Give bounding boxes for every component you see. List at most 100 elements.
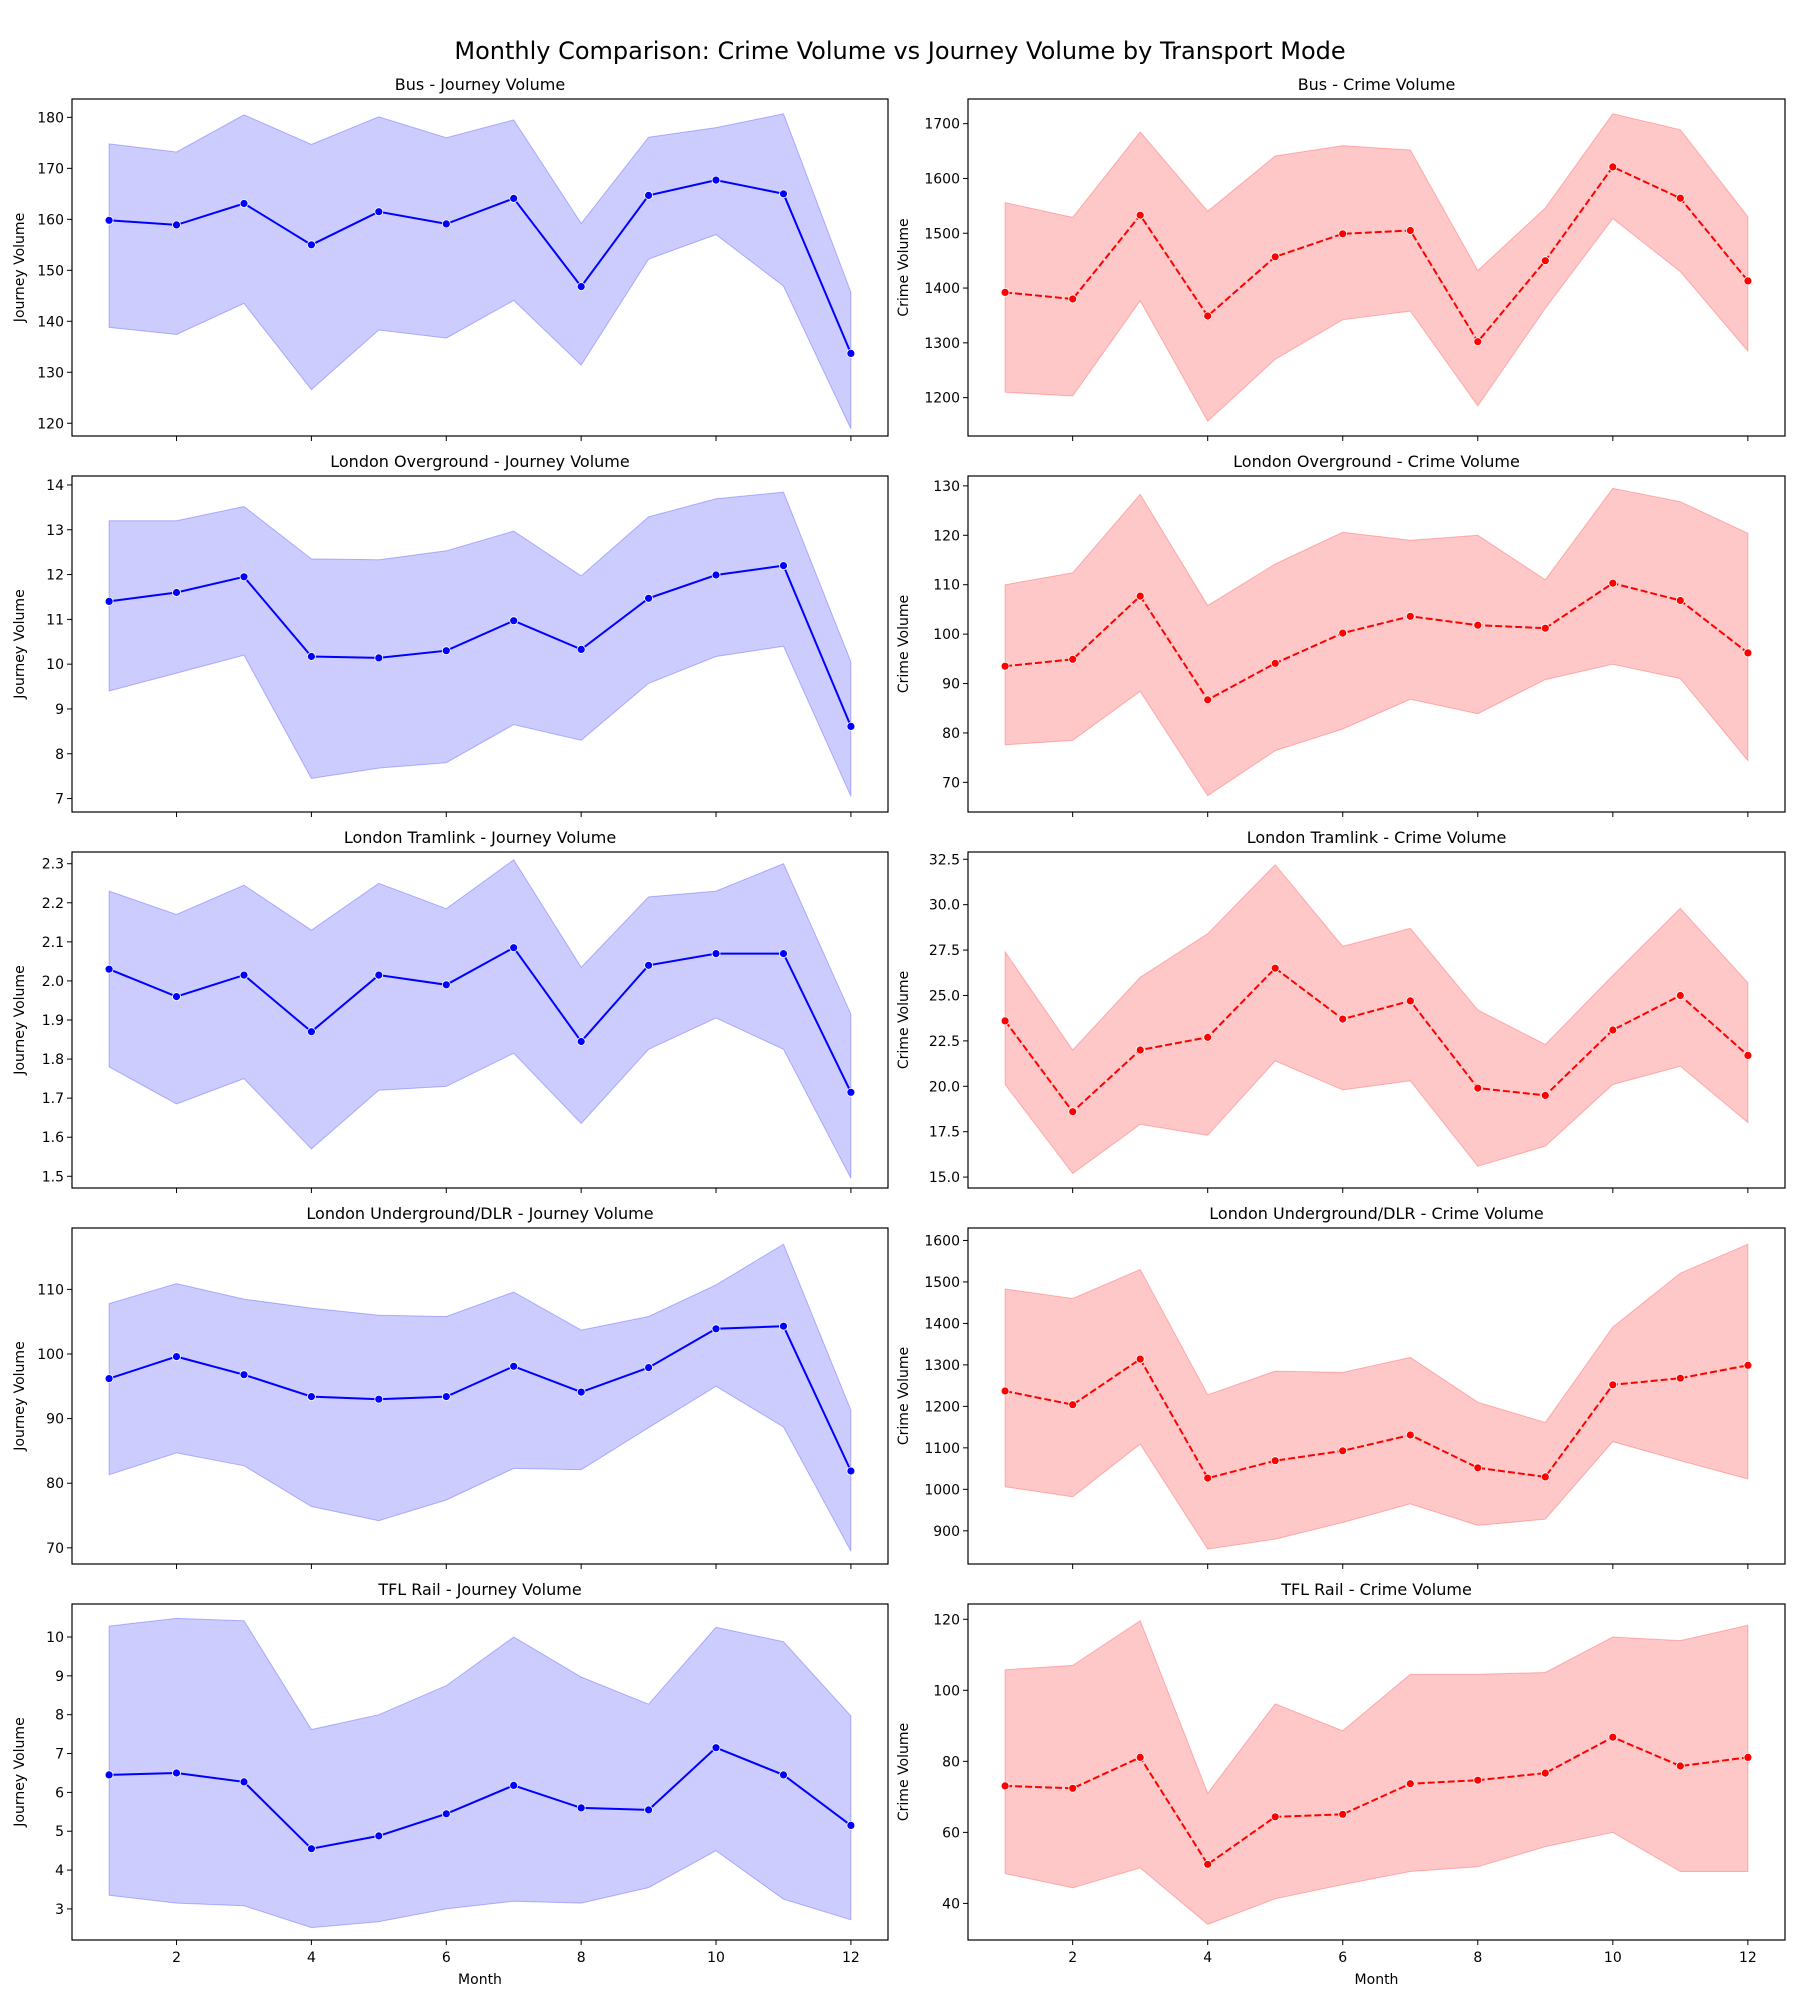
- data-point: [1743, 1753, 1753, 1762]
- data-point: [509, 943, 519, 953]
- y-axis-label: Journey Volume: [12, 1717, 28, 1827]
- data-point: [1608, 1732, 1618, 1742]
- x-tick-label: 8: [1473, 1950, 1482, 1966]
- y-axis-label: Crime Volume: [896, 1347, 912, 1445]
- y-tick-label: 160: [37, 212, 64, 228]
- y-tick-label: 60: [942, 1825, 960, 1841]
- panel-title: London Overground - Journey Volume: [330, 452, 629, 471]
- y-tick-label: 1400: [924, 281, 960, 297]
- data-point: [441, 646, 451, 656]
- data-point: [779, 561, 788, 570]
- data-point: [1135, 1753, 1145, 1762]
- y-tick-label: 10: [46, 1630, 64, 1646]
- data-point: [1135, 1354, 1145, 1364]
- y-tick-label: 1400: [924, 1316, 960, 1332]
- data-point: [104, 1374, 114, 1383]
- x-tick-label: 4: [307, 1950, 316, 1966]
- panel-journey-3: 70 80 90 100 110 London Underground/DLR - Jou…: [12, 1204, 889, 1569]
- panel-crime-2: 15.0 17.5 20.0 22.5 25.0 27.5 30.0 32.5 London T…: [896, 828, 1786, 1193]
- data-point: [576, 1037, 586, 1046]
- data-point: [644, 960, 653, 970]
- axes-frame: [71, 1603, 889, 1941]
- y-axis-label: Crime Volume: [896, 971, 912, 1069]
- confidence-band: [108, 1617, 852, 1929]
- y-tick-label: 13: [46, 523, 64, 539]
- data-point: [644, 593, 653, 603]
- data-point: [1068, 1400, 1078, 1410]
- panel-crime-3: 900 1000 1100 1200 1300 1400 1500 1600 London Un…: [896, 1204, 1786, 1569]
- data-point: [846, 1466, 856, 1476]
- data-point: [1000, 661, 1010, 671]
- y-tick-label: 1300: [924, 1358, 960, 1374]
- y-tick-label: 70: [46, 1541, 64, 1557]
- data-point: [172, 1352, 181, 1361]
- y-tick-label: 14: [46, 478, 64, 494]
- data-point: [1270, 963, 1280, 973]
- y-tick-label: 40: [942, 1896, 960, 1912]
- confidence-band: [1004, 1619, 1749, 1925]
- data-point: [576, 1803, 586, 1813]
- data-point: [1540, 1768, 1550, 1778]
- y-tick-label: 1500: [924, 1275, 960, 1291]
- x-tick-label: 8: [577, 1950, 586, 1966]
- y-tick-label: 1200: [924, 1399, 960, 1415]
- confidence-band: [1004, 113, 1749, 422]
- y-tick-label: 1100: [924, 1441, 960, 1457]
- x-tick-label: 4: [1203, 1950, 1212, 1966]
- panel-crime-0: 1200 1300 1400 1500 1600 1700 Bus - Crime Volu…: [896, 75, 1786, 441]
- mean-line: [1005, 1736, 1749, 1866]
- data-point: [509, 193, 519, 203]
- y-axis-label: Journey Volume: [12, 213, 28, 323]
- data-point: [172, 588, 181, 597]
- mean-line: [108, 564, 852, 727]
- y-tick-label: 2.0: [42, 974, 64, 990]
- data-point: [1608, 162, 1618, 172]
- panel-title: Bus - Crime Volume: [1298, 75, 1456, 94]
- data-point: [104, 964, 114, 974]
- data-point: [104, 597, 114, 606]
- data-point: [1338, 229, 1348, 239]
- data-point: [1068, 294, 1078, 304]
- data-point: [1068, 1783, 1078, 1793]
- y-tick-label: 9: [55, 702, 64, 718]
- x-axis-label: Month: [458, 1972, 502, 1988]
- data-point: [172, 1768, 181, 1778]
- confidence-band: [108, 859, 852, 1179]
- data-point: [1675, 1373, 1685, 1383]
- data-point: [779, 189, 788, 199]
- y-tick-label: 7: [55, 1747, 64, 1763]
- y-tick-label: 120: [37, 416, 64, 432]
- data-point: [1473, 337, 1483, 347]
- y-tick-label: 140: [37, 314, 64, 330]
- data-point: [1203, 1473, 1213, 1483]
- y-tick-label: 10: [46, 657, 64, 673]
- data-point: [1608, 578, 1618, 588]
- data-point: [1540, 1472, 1550, 1482]
- data-point: [1743, 648, 1753, 658]
- data-point: [711, 1324, 721, 1334]
- data-point: [441, 219, 451, 229]
- data-point: [441, 980, 451, 990]
- y-tick-label: 1600: [924, 171, 960, 187]
- y-tick-label: 120: [933, 528, 960, 544]
- data-point: [1000, 1781, 1010, 1791]
- mean-line: [108, 1325, 852, 1472]
- data-point: [1473, 1083, 1483, 1093]
- y-tick-label: 900: [933, 1524, 960, 1540]
- y-tick-label: 20.0: [929, 1079, 960, 1095]
- data-point: [1675, 596, 1685, 605]
- data-point: [644, 1363, 653, 1372]
- axes-frame: [967, 1603, 1786, 1941]
- axes-frame: [967, 475, 1786, 813]
- x-tick-label: 6: [1338, 1950, 1347, 1966]
- data-point: [1270, 1812, 1280, 1822]
- mean-line: [109, 179, 852, 354]
- data-point: [1473, 1463, 1483, 1473]
- y-tick-label: 1300: [924, 336, 960, 352]
- data-point: [1675, 991, 1685, 1000]
- data-point: [1743, 276, 1753, 286]
- y-tick-label: 7: [55, 792, 64, 808]
- data-point: [1270, 252, 1280, 262]
- data-point: [104, 1770, 114, 1780]
